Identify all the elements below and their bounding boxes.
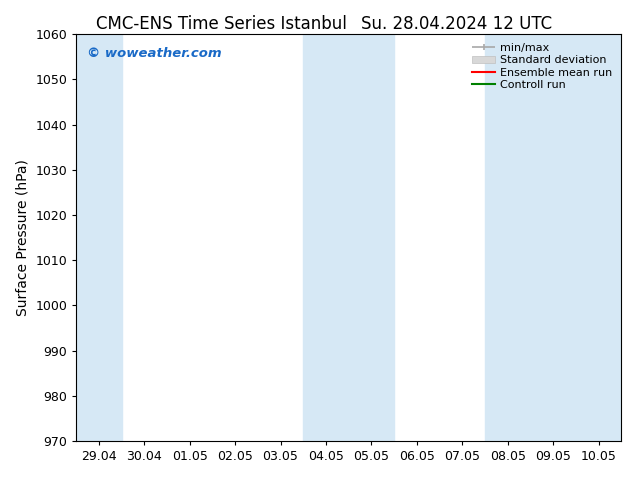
Bar bbox=[76, 34, 122, 441]
Legend: min/max, Standard deviation, Ensemble mean run, Controll run: min/max, Standard deviation, Ensemble me… bbox=[469, 40, 616, 93]
Bar bbox=[303, 34, 394, 441]
Bar bbox=[485, 34, 621, 441]
Y-axis label: Surface Pressure (hPa): Surface Pressure (hPa) bbox=[16, 159, 30, 316]
Text: Su. 28.04.2024 12 UTC: Su. 28.04.2024 12 UTC bbox=[361, 15, 552, 33]
Text: © woweather.com: © woweather.com bbox=[87, 47, 222, 59]
Text: CMC-ENS Time Series Istanbul: CMC-ENS Time Series Istanbul bbox=[96, 15, 347, 33]
